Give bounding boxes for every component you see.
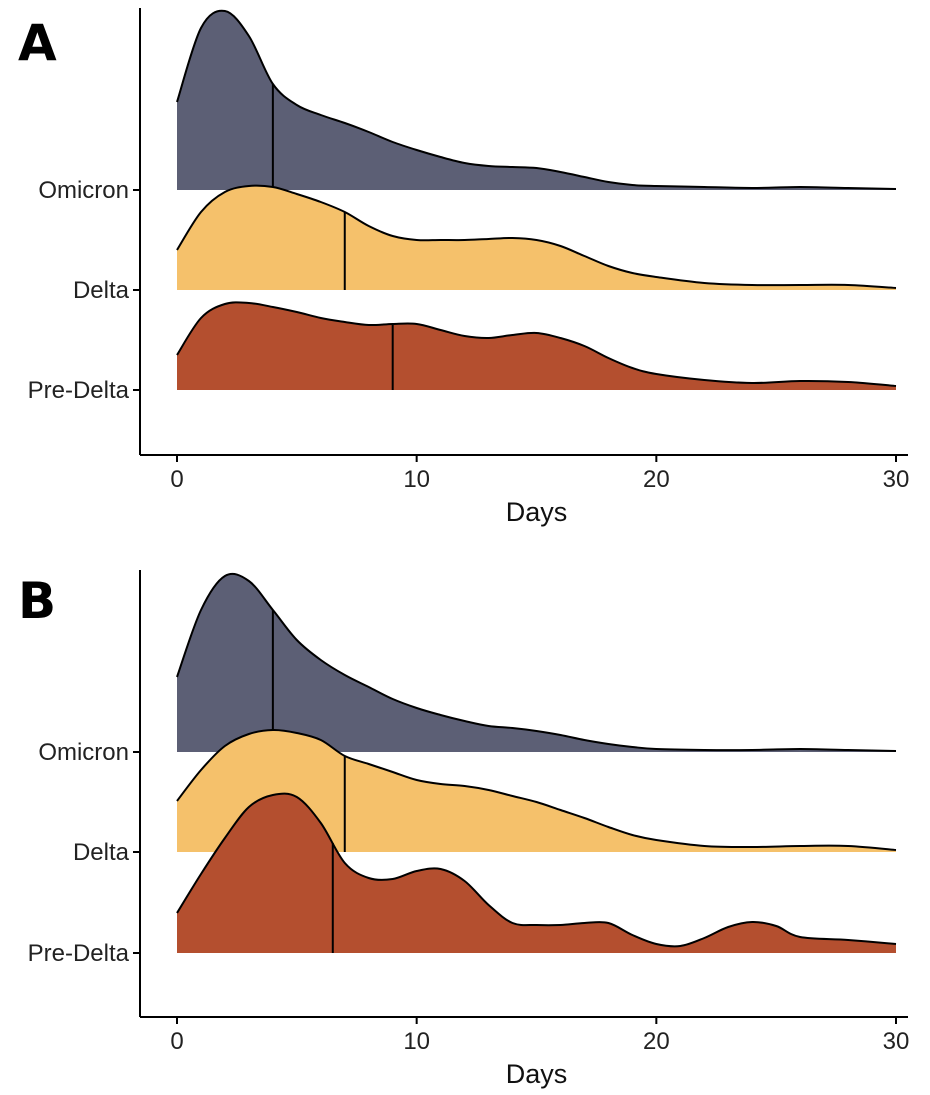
x-axis-title: Days [506,497,568,527]
panel-label: A [18,14,57,72]
ridge-area-delta [177,185,896,290]
x-tick-label: 30 [883,466,910,493]
y-tick-label: Delta [73,277,130,304]
ridge-line-pre-delta [176,301,897,387]
y-tick-label: Pre-Delta [28,377,130,404]
x-tick-label: 10 [403,1028,430,1055]
ridges-group [176,9,897,390]
x-tick-label: 10 [403,466,430,493]
ridge-line-delta [176,184,897,289]
ridge-area-pre-delta [177,302,896,390]
x-axis-title: Days [506,1059,568,1089]
x-tick-label: 30 [883,1028,910,1055]
x-tick-label: 0 [170,1028,183,1055]
y-tick-label: Delta [73,839,130,866]
ridgeline-chart-b: Pre-Delta Delta Omicron 0 10 20 30 Days B [0,560,930,1095]
ridge-area-delta [177,729,896,852]
ridge-area-pre-delta [177,793,896,953]
y-tick-label: Omicron [38,739,129,766]
y-tick-label: Pre-Delta [28,940,130,967]
chart-b-svg: Pre-Delta Delta Omicron 0 10 20 30 Days B [18,570,910,1089]
y-tick-label: Omicron [38,177,129,204]
ridge-line-pre-delta [176,792,897,948]
ridgeline-chart-a: Pre-Delta Delta Omicron 0 10 20 30 Days A [0,0,930,540]
chart-a-svg: Pre-Delta Delta Omicron 0 10 20 30 Days A [18,8,910,527]
ridge-line-delta [176,728,897,851]
x-tick-label: 20 [643,1028,670,1055]
ridge-area-omicron [177,573,896,752]
x-tick-label: 0 [170,466,183,493]
ridge-area-omicron [177,10,896,190]
ridges-group [176,572,897,953]
x-tick-label: 20 [643,466,670,493]
panel-label: B [18,572,56,630]
